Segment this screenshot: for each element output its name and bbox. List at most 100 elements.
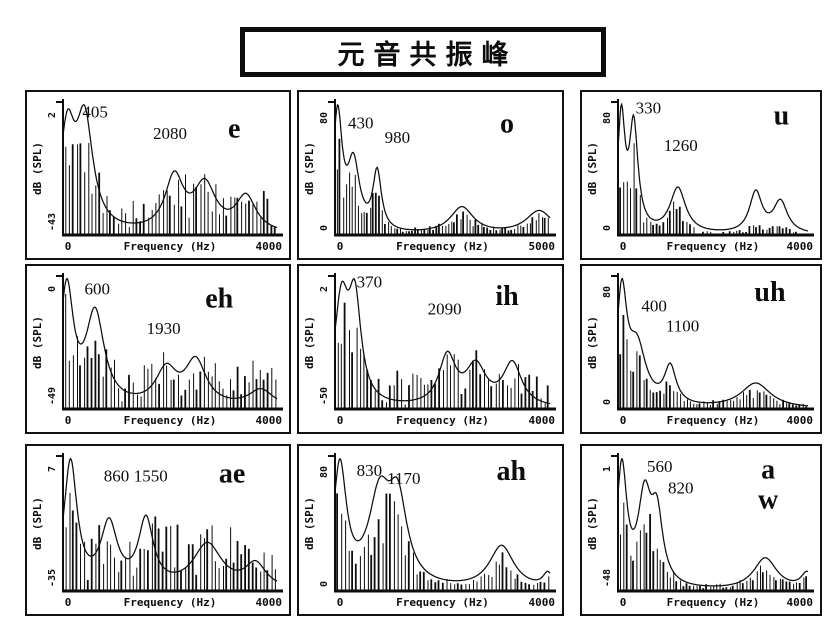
spectrum-plot: dB (SPL) 80 0 0 Frequency (Hz) 4000 830 1170 ah xyxy=(303,453,556,609)
y-bottom-tick-label: -50 xyxy=(319,387,330,405)
formant-label: 820 xyxy=(668,478,694,497)
y-axis-label: dB (SPL) xyxy=(586,142,599,195)
vowel-label: o xyxy=(500,108,514,139)
x-axis-label: Frequency (Hz) xyxy=(124,596,217,609)
spectrum-panel-uh: dB (SPL) 80 0 0 Frequency (Hz) 4000 400 1100 uh xyxy=(580,264,822,434)
x-max-tick-label: 4000 xyxy=(529,596,556,609)
y-top-tick-label: 80 xyxy=(602,286,613,298)
y-top-tick-label: 2 xyxy=(47,112,58,118)
x-axis-label: Frequency (Hz) xyxy=(396,596,489,609)
x-axis-label: Frequency (Hz) xyxy=(667,240,760,253)
harmonic-spikes-thin xyxy=(65,143,262,235)
formant-label: 400 xyxy=(641,297,667,316)
harmonic-spikes-thick xyxy=(71,510,269,591)
y-top-tick-label: 80 xyxy=(319,466,330,478)
envelope-curve xyxy=(617,102,809,232)
spectrum-plot: dB (SPL) 1 -48 0 Frequency (Hz) 4000 560 820 a w xyxy=(586,453,814,609)
x-axis-label: Frequency (Hz) xyxy=(124,240,217,253)
vowel-label: ah xyxy=(497,456,527,487)
x-max-tick-label: 4000 xyxy=(529,414,556,427)
y-axis-label: dB (SPL) xyxy=(31,316,44,369)
envelope-curve xyxy=(62,103,278,229)
vowel-label: eh xyxy=(205,284,233,315)
x-axis-label: Frequency (Hz) xyxy=(396,414,489,427)
spectrum-plot: dB (SPL) 2 -43 0 Frequency (Hz) 4000 405 2080 e xyxy=(31,99,283,253)
x-max-tick-label: 4000 xyxy=(256,240,283,253)
y-axis-label: dB (SPL) xyxy=(303,497,316,550)
envelope-curve xyxy=(617,458,809,587)
spectrum-plot: dB (SPL) 0 -49 0 Frequency (Hz) 4000 600 1930 eh xyxy=(31,273,283,427)
harmonic-spikes-thin xyxy=(620,502,805,591)
formant-label: 430 xyxy=(348,113,374,132)
y-bottom-tick-label: 0 xyxy=(319,581,330,587)
formant-label: 1550 xyxy=(134,466,168,485)
y-bottom-tick-label: 0 xyxy=(319,225,330,231)
x-min-tick-label: 0 xyxy=(620,414,627,427)
harmonic-spikes-thick xyxy=(343,302,549,409)
y-axis-label: dB (SPL) xyxy=(586,497,599,550)
x-axis-label: Frequency (Hz) xyxy=(667,596,760,609)
spectrum-panel-o: dB (SPL) 80 0 0 Frequency (Hz) 5000 430 980 o xyxy=(297,90,564,260)
harmonic-spikes-thick xyxy=(625,514,807,591)
y-bottom-tick-label: -48 xyxy=(602,569,613,587)
x-min-tick-label: 0 xyxy=(337,414,344,427)
spectrum-panel-aw: dB (SPL) 1 -48 0 Frequency (Hz) 4000 560 820 a w xyxy=(580,444,822,616)
formant-label: 560 xyxy=(647,457,673,476)
spectrum-plot: dB (SPL) 2 -50 0 Frequency (Hz) 4000 370 2090 ih xyxy=(303,273,556,427)
x-max-tick-label: 5000 xyxy=(529,240,556,253)
spectrum-panel-ih: dB (SPL) 2 -50 0 Frequency (Hz) 4000 370 2090 ih xyxy=(297,264,564,434)
harmonic-spikes-thin xyxy=(65,492,276,591)
y-axis-label: dB (SPL) xyxy=(303,142,316,195)
formant-label: 830 xyxy=(357,461,383,480)
spectrum-plot: dB (SPL) 7 -35 0 Frequency (Hz) 4000 860 1550 ae xyxy=(31,453,283,609)
y-top-tick-label: 2 xyxy=(319,286,330,292)
x-max-tick-label: 4000 xyxy=(787,414,814,427)
y-top-tick-label: 0 xyxy=(47,286,58,292)
x-min-tick-label: 0 xyxy=(620,240,627,253)
spectrum-plot: dB (SPL) 80 0 0 Frequency (Hz) 5000 430 980 o xyxy=(303,99,556,253)
x-axis-label: Frequency (Hz) xyxy=(124,414,217,427)
spectrum-panel-eh: dB (SPL) 0 -49 0 Frequency (Hz) 4000 600 1930 eh xyxy=(25,264,291,434)
vowel-label: ae xyxy=(219,459,245,490)
spectrum-panel-ae: dB (SPL) 7 -35 0 Frequency (Hz) 4000 860 1550 ae xyxy=(25,444,291,616)
spectrum-panel-ah: dB (SPL) 80 0 0 Frequency (Hz) 4000 830 1170 ah xyxy=(297,444,564,616)
x-axis-label: Frequency (Hz) xyxy=(667,414,760,427)
harmonic-spikes-thick xyxy=(619,315,808,409)
harmonic-spikes-thin xyxy=(337,327,546,409)
x-min-tick-label: 0 xyxy=(65,596,72,609)
formant-label: 980 xyxy=(385,128,411,147)
harmonic-spikes-thick xyxy=(79,340,269,409)
spectrum-panel-e: dB (SPL) 2 -43 0 Frequency (Hz) 4000 405 2080 e xyxy=(25,90,291,260)
y-axis-label: dB (SPL) xyxy=(31,142,44,195)
y-bottom-tick-label: -49 xyxy=(47,387,58,405)
x-max-tick-label: 4000 xyxy=(256,414,283,427)
harmonic-spikes-thin xyxy=(65,294,277,409)
y-top-tick-label: 80 xyxy=(319,112,330,124)
formant-label: 405 xyxy=(82,103,108,122)
x-max-tick-label: 4000 xyxy=(256,596,283,609)
y-bottom-tick-label: -43 xyxy=(47,213,58,231)
harmonic-spikes-thin xyxy=(623,143,795,235)
formant-label: 2090 xyxy=(428,299,462,318)
y-axis-label: dB (SPL) xyxy=(303,316,316,369)
x-axis-label: Frequency (Hz) xyxy=(396,240,489,253)
y-top-tick-label: 7 xyxy=(47,466,58,472)
formant-label: 2080 xyxy=(153,124,187,143)
x-min-tick-label: 0 xyxy=(337,240,344,253)
page-title: 元音共振峰 xyxy=(337,39,518,71)
formant-label: 1100 xyxy=(666,317,699,336)
vowel-label: e xyxy=(228,114,240,145)
envelope-curve xyxy=(334,277,551,405)
spectrum-panel-u: dB (SPL) 80 0 0 Frequency (Hz) 4000 330 1260 u xyxy=(580,90,822,260)
harmonic-spikes-thick xyxy=(338,138,546,235)
envelope-curve xyxy=(62,457,278,582)
envelope-curve xyxy=(62,277,278,400)
vowel-label: u xyxy=(774,100,790,131)
formant-label: 1930 xyxy=(147,319,181,338)
harmonic-spikes-thick xyxy=(71,143,276,235)
y-bottom-tick-label: -35 xyxy=(47,569,58,587)
